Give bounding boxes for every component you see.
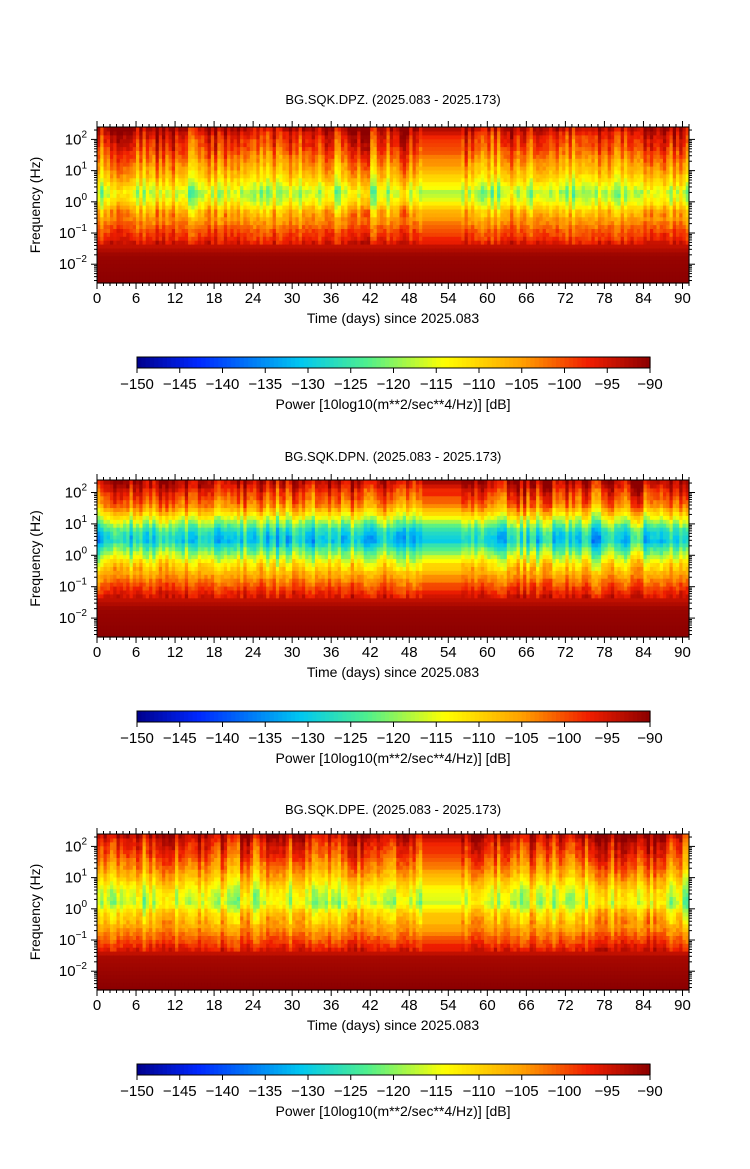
chart-title: BG.SQK.DPZ. (2025.083 - 2025.173) — [285, 92, 500, 107]
spectrogram-panel-1: BG.SQK.DPZ. (2025.083 - 2025.173)0 6 12 18 2… — [27, 92, 695, 412]
spectrogram-figure: BG.SQK.DPZ. (2025.083 - 2025.173)0 6 12 18 2… — [0, 0, 750, 1169]
heatmap-cells — [97, 127, 690, 284]
